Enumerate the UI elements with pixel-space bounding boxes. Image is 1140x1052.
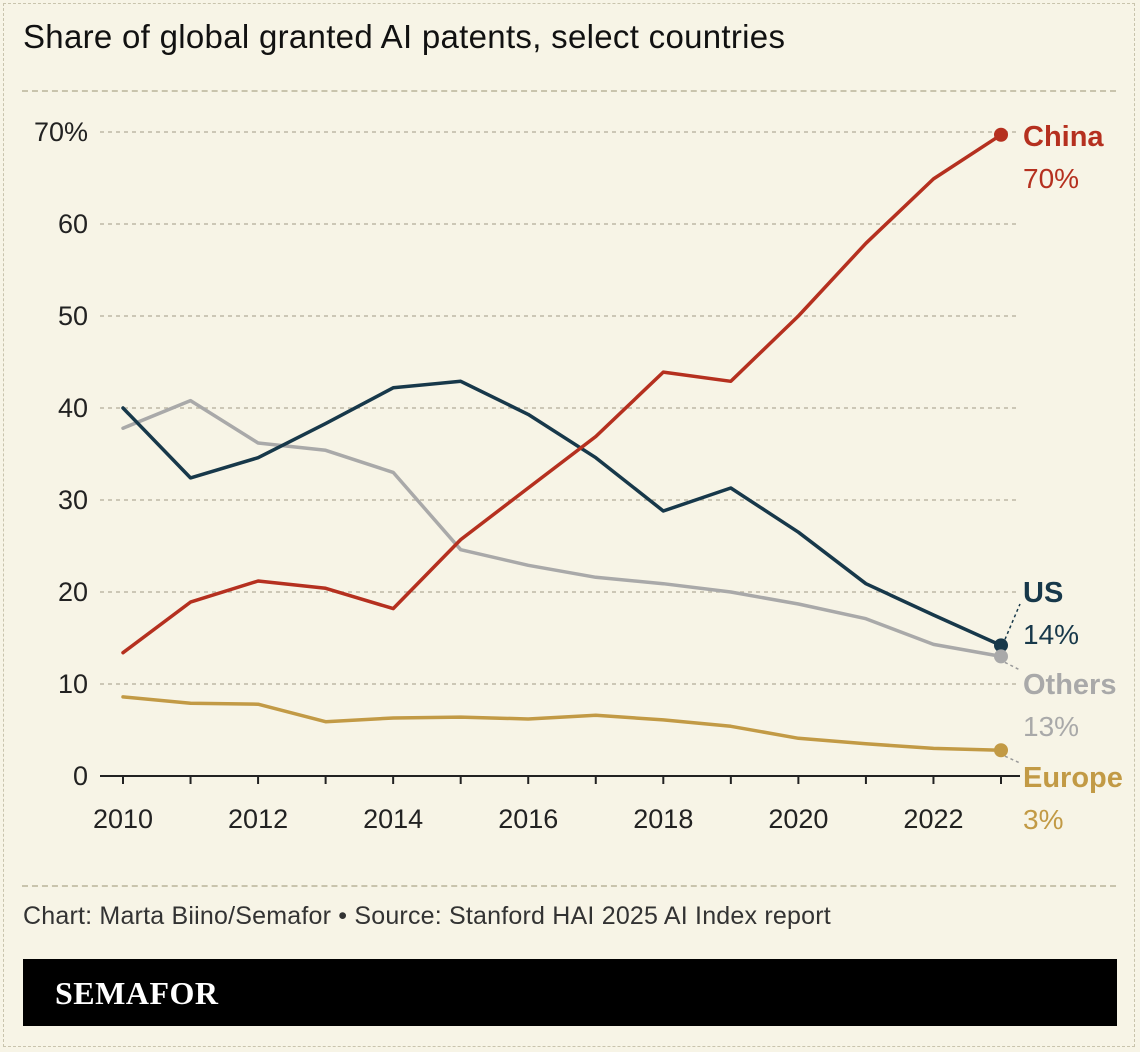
y-tick-label: 70%: [34, 117, 88, 147]
series-line-others: [121, 398, 1003, 659]
bottom-divider: [22, 885, 1116, 887]
footer-bar: SEMAFOR: [23, 959, 1117, 1026]
x-tick-label: 2012: [228, 804, 288, 834]
series-line-china: [121, 133, 1003, 655]
x-tick-label: 2018: [633, 804, 693, 834]
series-value-europe: 3%: [1023, 804, 1063, 835]
series-lines: [121, 133, 1003, 752]
semafor-logo: SEMAFOR: [55, 975, 219, 1011]
gridlines: [100, 131, 1020, 685]
end-marker-us: [994, 638, 1008, 653]
x-tick-label: 2022: [903, 804, 963, 834]
chart-title: Share of global granted AI patents, sele…: [23, 18, 786, 55]
series-name-china: China: [1023, 121, 1104, 153]
series-name-others: Others: [1023, 669, 1116, 701]
top-divider: [22, 90, 1116, 92]
label-connector: [1004, 603, 1021, 640]
x-tick-label: 2020: [768, 804, 828, 834]
series-line-us: [121, 379, 1003, 648]
label-connector: [1004, 661, 1021, 671]
y-tick-label: 30: [58, 485, 88, 515]
end-marker-china: [994, 127, 1008, 142]
series-name-europe: Europe: [1023, 762, 1123, 794]
end-marker-europe: [994, 743, 1008, 758]
x-tick-label: 2016: [498, 804, 558, 834]
label-connector: [1004, 755, 1021, 764]
series-value-us: 14%: [1023, 619, 1079, 650]
y-tick-label: 50: [58, 301, 88, 331]
x-tick-label: 2014: [363, 804, 423, 834]
chart-frame: [3, 3, 1135, 1047]
x-tick-label: 2010: [93, 804, 153, 834]
series-labels: China 70% US 14% Others 13% Europe 3%: [994, 121, 1123, 835]
y-tick-label: 0: [73, 761, 88, 791]
y-tick-label: 10: [58, 669, 88, 699]
series-value-others: 13%: [1023, 711, 1079, 742]
series-name-us: US: [1023, 577, 1063, 609]
series-line-europe: [121, 695, 1003, 752]
x-axis: 2010 2012 2014 2016 2018 2020 2022: [93, 775, 1020, 834]
y-tick-label: 40: [58, 393, 88, 423]
source-note: Chart: Marta Biino/Semafor • Source: Sta…: [23, 902, 831, 930]
y-tick-label: 20: [58, 577, 88, 607]
end-marker-others: [994, 649, 1008, 664]
line-chart: 0 10 20 30 40 50 60 70% 2010 2012 2014 2016 2018 202…: [34, 117, 1123, 835]
series-value-china: 70%: [1023, 163, 1079, 194]
y-tick-label: 60: [58, 209, 88, 239]
y-axis-ticks: 0 10 20 30 40 50 60 70%: [34, 117, 88, 791]
